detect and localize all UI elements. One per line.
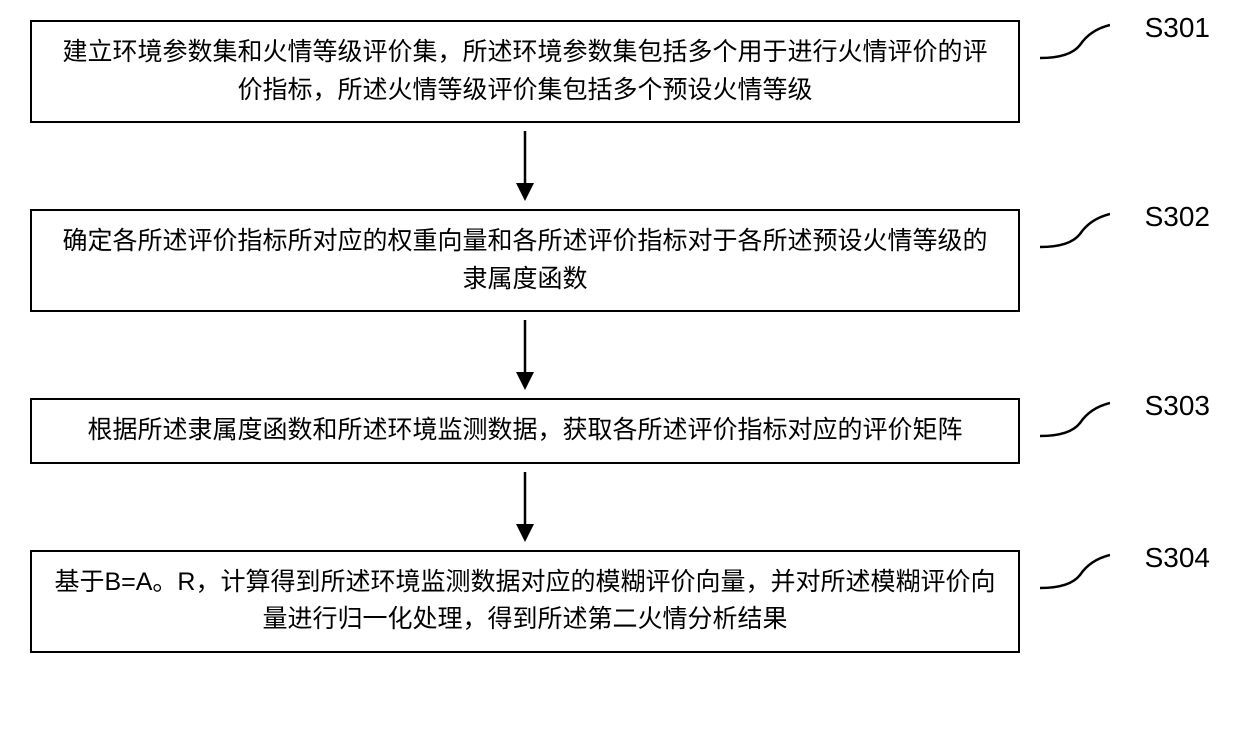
step-text-3: 根据所述隶属度函数和所述环境监测数据，获取各所述评价指标对应的评价矩阵 — [87, 412, 962, 450]
step-label-3: S303 — [1145, 390, 1210, 422]
step-text-2: 确定各所述评价指标所对应的权重向量和各所述评价指标对于各所述预设火情等级的隶属度… — [52, 223, 998, 298]
step-box-1: 建立环境参数集和火情等级评价集，所述环境参数集包括多个用于进行火情评价的评价指标… — [30, 20, 1020, 123]
bracket-4 — [1040, 550, 1110, 590]
arrow-1 — [510, 131, 540, 201]
step-row-1: 建立环境参数集和火情等级评价集，所述环境参数集包括多个用于进行火情评价的评价指标… — [30, 20, 1210, 123]
step-row-4: 基于B=A。R，计算得到所述环境监测数据对应的模糊评价向量，并对所述模糊评价向量… — [30, 550, 1210, 653]
arrow-container-2 — [30, 312, 1020, 398]
arrow-container-3 — [30, 464, 1020, 550]
arrow-2 — [510, 320, 540, 390]
step-row-2: 确定各所述评价指标所对应的权重向量和各所述评价指标对于各所述预设火情等级的隶属度… — [30, 209, 1210, 312]
flowchart-container: 建立环境参数集和火情等级评价集，所述环境参数集包括多个用于进行火情评价的评价指标… — [30, 20, 1210, 653]
step-label-4: S304 — [1145, 542, 1210, 574]
step-label-2: S302 — [1145, 201, 1210, 233]
step-row-3: 根据所述隶属度函数和所述环境监测数据，获取各所述评价指标对应的评价矩阵 S303 — [30, 398, 1210, 464]
step-box-3: 根据所述隶属度函数和所述环境监测数据，获取各所述评价指标对应的评价矩阵 — [30, 398, 1020, 464]
arrow-container-1 — [30, 123, 1020, 209]
bracket-3 — [1040, 398, 1110, 438]
step-text-1: 建立环境参数集和火情等级评价集，所述环境参数集包括多个用于进行火情评价的评价指标… — [52, 34, 998, 109]
step-text-4: 基于B=A。R，计算得到所述环境监测数据对应的模糊评价向量，并对所述模糊评价向量… — [52, 564, 998, 639]
step-label-1: S301 — [1145, 12, 1210, 44]
arrow-3 — [510, 472, 540, 542]
bracket-2 — [1040, 209, 1110, 249]
step-box-4: 基于B=A。R，计算得到所述环境监测数据对应的模糊评价向量，并对所述模糊评价向量… — [30, 550, 1020, 653]
step-box-2: 确定各所述评价指标所对应的权重向量和各所述评价指标对于各所述预设火情等级的隶属度… — [30, 209, 1020, 312]
bracket-1 — [1040, 20, 1110, 60]
